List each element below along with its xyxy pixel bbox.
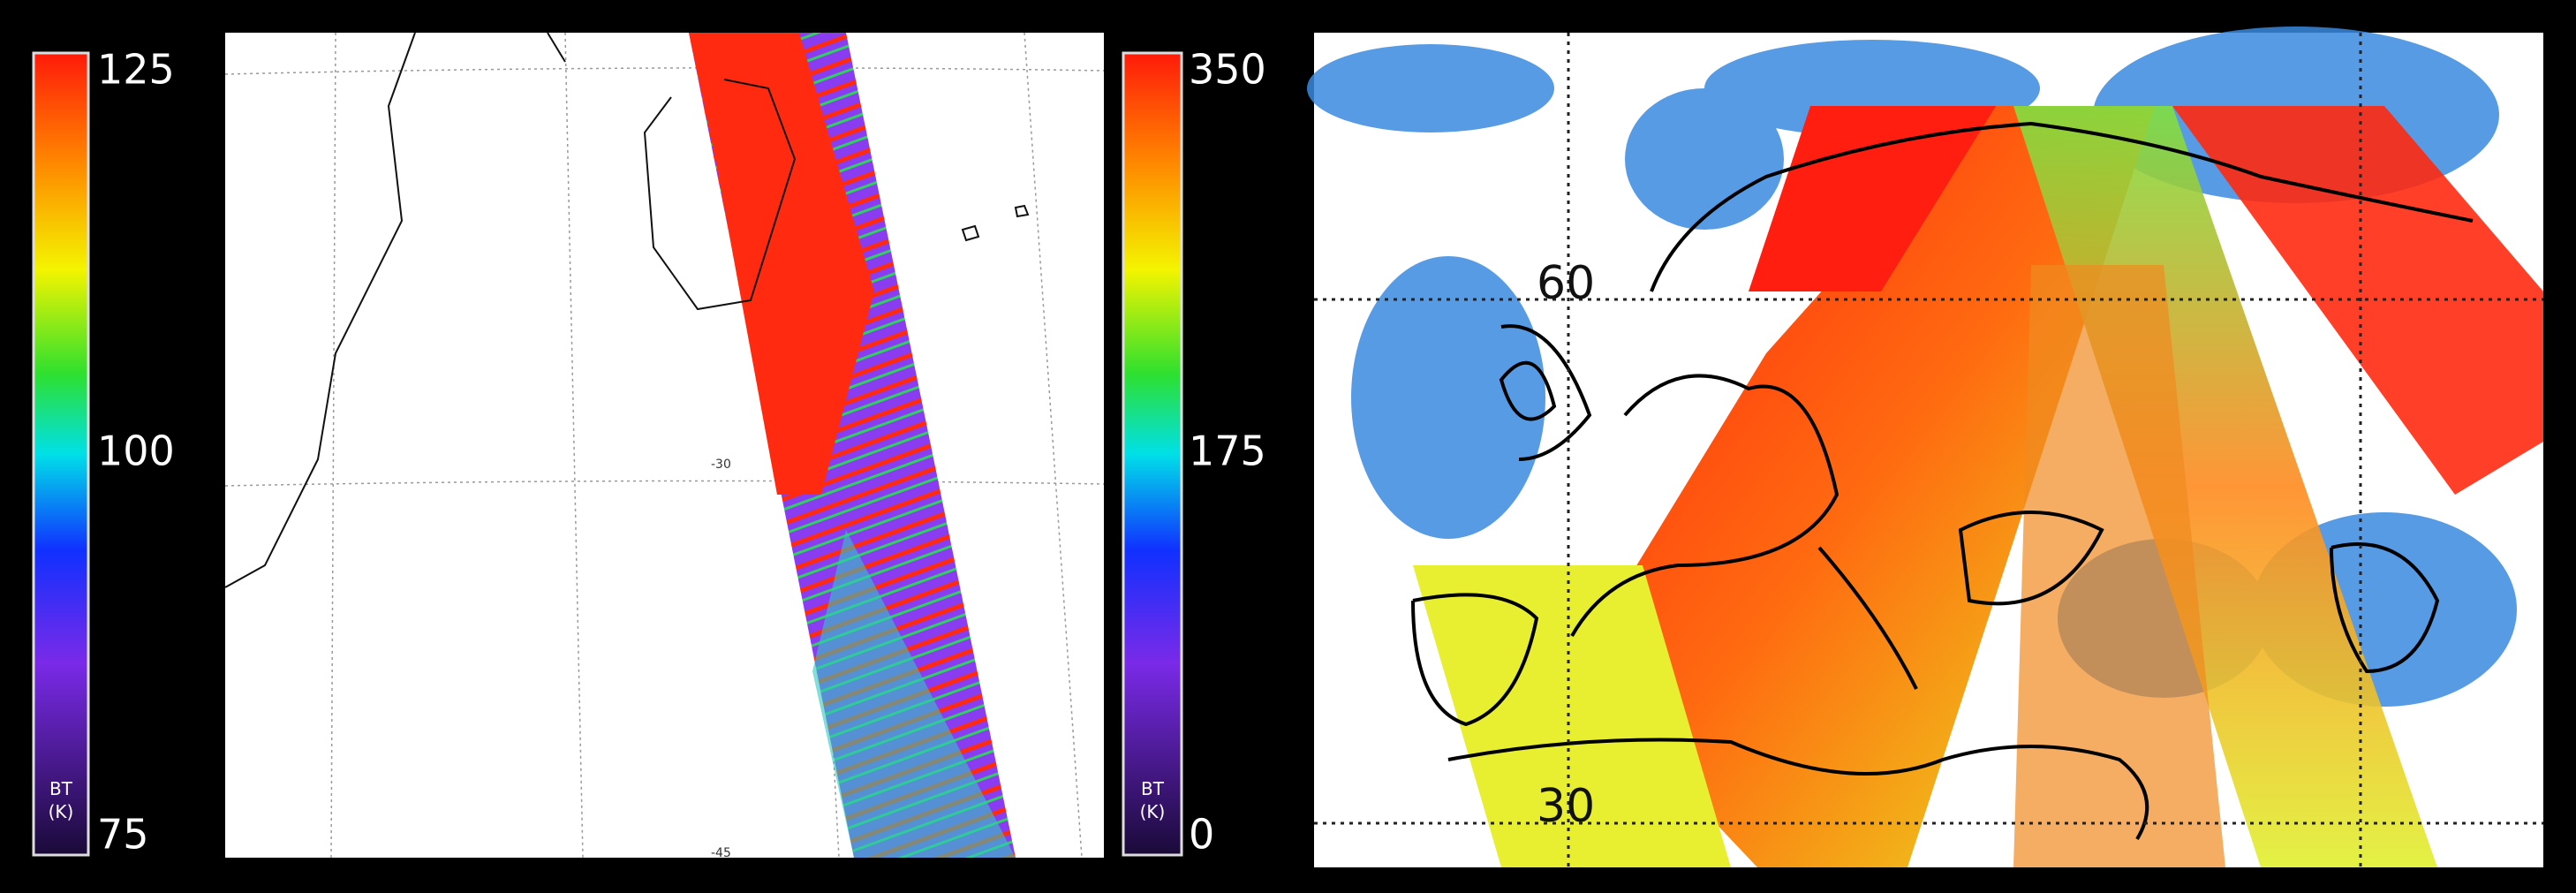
right-map: 60 30 <box>1307 26 2543 867</box>
colorbar-tick-label: 350 <box>1189 46 1266 94</box>
grid-label: -30 <box>711 458 731 472</box>
grid-label: -45 <box>711 846 731 860</box>
colorbar <box>32 51 90 857</box>
grid-label: 60 <box>1537 257 1595 310</box>
colorbar-ticks: 125 100 75 <box>97 46 175 859</box>
colorbar-tick-label: 175 <box>1189 428 1266 475</box>
unit-label: (K) <box>1140 801 1166 822</box>
colorbar-tick-label: 100 <box>97 428 175 475</box>
unit-label: BT <box>1141 778 1165 799</box>
left-map: -30 -45 <box>224 32 1105 860</box>
colorbar-tick-label: 75 <box>97 811 149 859</box>
colorbar-ticks: 350 175 0 <box>1189 46 1266 859</box>
unit-label: BT <box>49 778 73 799</box>
grid-label: 30 <box>1537 780 1595 833</box>
colorbar-tick-label: 125 <box>97 46 175 94</box>
unit-label: (K) <box>49 801 74 822</box>
colorbar <box>1122 51 1183 857</box>
colorbar-tick-label: 0 <box>1189 811 1214 859</box>
